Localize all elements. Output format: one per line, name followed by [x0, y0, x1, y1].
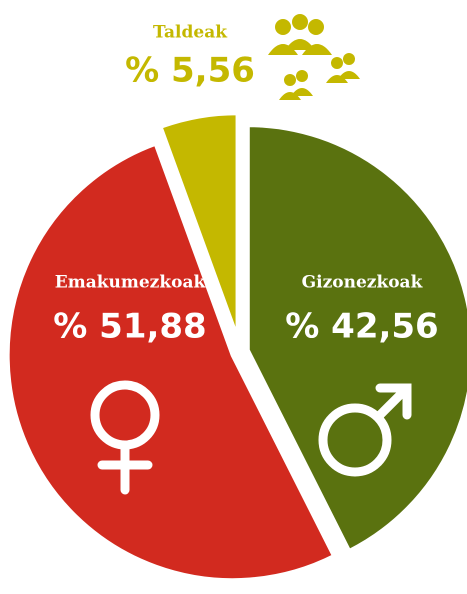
female-symbol: [90, 380, 160, 495]
category-label: Gizonezkoak: [302, 273, 424, 293]
value-label: % 42,56: [285, 307, 438, 347]
value-label: % 5,56: [125, 51, 255, 91]
pie: [5, 111, 467, 583]
slice: [157, 111, 240, 339]
value-label: % 51,88: [53, 307, 206, 347]
male-symbol: [318, 383, 412, 477]
labels: Gizonezkoak % 42,56 Emakumezkoak % 51,88 Tal…: [53, 23, 438, 347]
group-icon: [268, 14, 360, 100]
category-label: Emakumezkoak: [55, 273, 207, 293]
category-label: Taldeak: [153, 23, 228, 43]
slice: [5, 141, 337, 583]
